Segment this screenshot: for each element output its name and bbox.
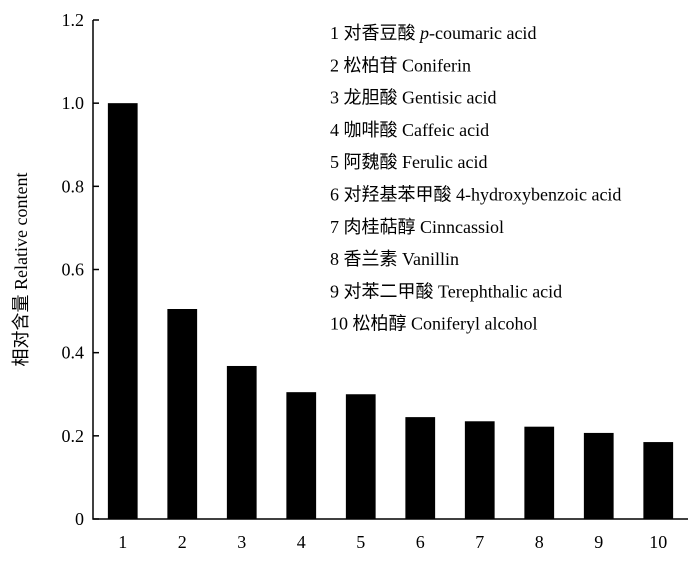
legend-item: 4 咖啡酸 Caffeic acid	[330, 120, 489, 140]
legend-item: 2 松柏苷 Coniferin	[330, 55, 471, 75]
legend-item: 7 肉桂萜醇 Cinncassiol	[330, 217, 504, 237]
bar-7	[464, 421, 495, 519]
bar-3	[226, 365, 257, 519]
x-tick-label: 3	[237, 532, 246, 552]
legend-item: 1 对香豆酸 p-coumaric acid	[330, 23, 536, 43]
bar-1	[107, 103, 138, 520]
bars	[107, 103, 674, 520]
legend-item-text: 7 肉桂萜醇 Cinncassiol	[330, 217, 504, 237]
y-tick-label: 0.6	[62, 260, 85, 280]
x-tick-label: 2	[178, 532, 187, 552]
legend-item: 3 龙胆酸 Gentisic acid	[330, 88, 496, 108]
y-tick-label: 0	[75, 509, 84, 529]
x-tick-label: 1	[118, 532, 127, 552]
x-tick-label: 4	[297, 532, 306, 552]
legend-item-text: 4 咖啡酸 Caffeic acid	[330, 120, 489, 140]
y-tick-label: 1.2	[62, 10, 85, 30]
legend-item-text: 2 松柏苷 Coniferin	[330, 55, 471, 75]
bar-9	[583, 432, 614, 519]
legend-item-text: 10 松柏醇 Coniferyl alcohol	[330, 314, 537, 334]
y-tick-label: 0.4	[62, 343, 85, 363]
y-axis-title: 相对含量 Relative content	[11, 173, 31, 367]
legend-item-suffix: -coumaric acid	[429, 23, 536, 43]
legend-item-text: 1 对香豆酸	[330, 23, 420, 43]
x-tick-label: 7	[475, 532, 484, 552]
y-axis-ticks: 0 0.2 0.4 0.6 0.8 1.0 1.2	[62, 10, 99, 529]
legend-item-italic: p	[418, 23, 429, 43]
x-tick-label: 10	[649, 532, 667, 552]
legend-item-text: 5 阿魏酸 Ferulic acid	[330, 152, 487, 172]
y-tick-label: 0.2	[62, 426, 85, 446]
bar-10	[643, 442, 674, 519]
x-tick-label: 5	[356, 532, 365, 552]
bar-6	[405, 417, 436, 519]
x-tick-label: 6	[416, 532, 425, 552]
bar-5	[345, 394, 376, 519]
x-axis-ticks: 1 2 3 4 5 6 7 8 9 10	[118, 513, 667, 552]
legend: 1 对香豆酸 p-coumaric acid 2 松柏苷 Coniferin 3 龙…	[330, 23, 621, 334]
bar-2	[167, 309, 198, 519]
x-tick-label: 9	[594, 532, 603, 552]
legend-item-text: 8 香兰素 Vanillin	[330, 249, 459, 269]
legend-item-text: 6 对羟基苯甲酸 4-hydroxybenzoic acid	[330, 185, 621, 205]
axes-frame	[92, 20, 688, 520]
legend-item: 5 阿魏酸 Ferulic acid	[330, 152, 487, 172]
legend-item: 8 香兰素 Vanillin	[330, 249, 459, 269]
bar-8	[524, 426, 555, 519]
y-tick-label: 0.8	[62, 176, 85, 196]
legend-item: 9 对苯二甲酸 Terephthalic acid	[330, 281, 562, 301]
legend-item: 6 对羟基苯甲酸 4-hydroxybenzoic acid	[330, 185, 621, 205]
x-tick-label: 8	[535, 532, 544, 552]
y-tick-label: 1.0	[62, 93, 85, 113]
legend-item-text: 9 对苯二甲酸 Terephthalic acid	[330, 281, 562, 301]
legend-item-text: 3 龙胆酸 Gentisic acid	[330, 88, 496, 108]
bar-4	[286, 392, 317, 519]
legend-item: 10 松柏醇 Coniferyl alcohol	[330, 314, 537, 334]
